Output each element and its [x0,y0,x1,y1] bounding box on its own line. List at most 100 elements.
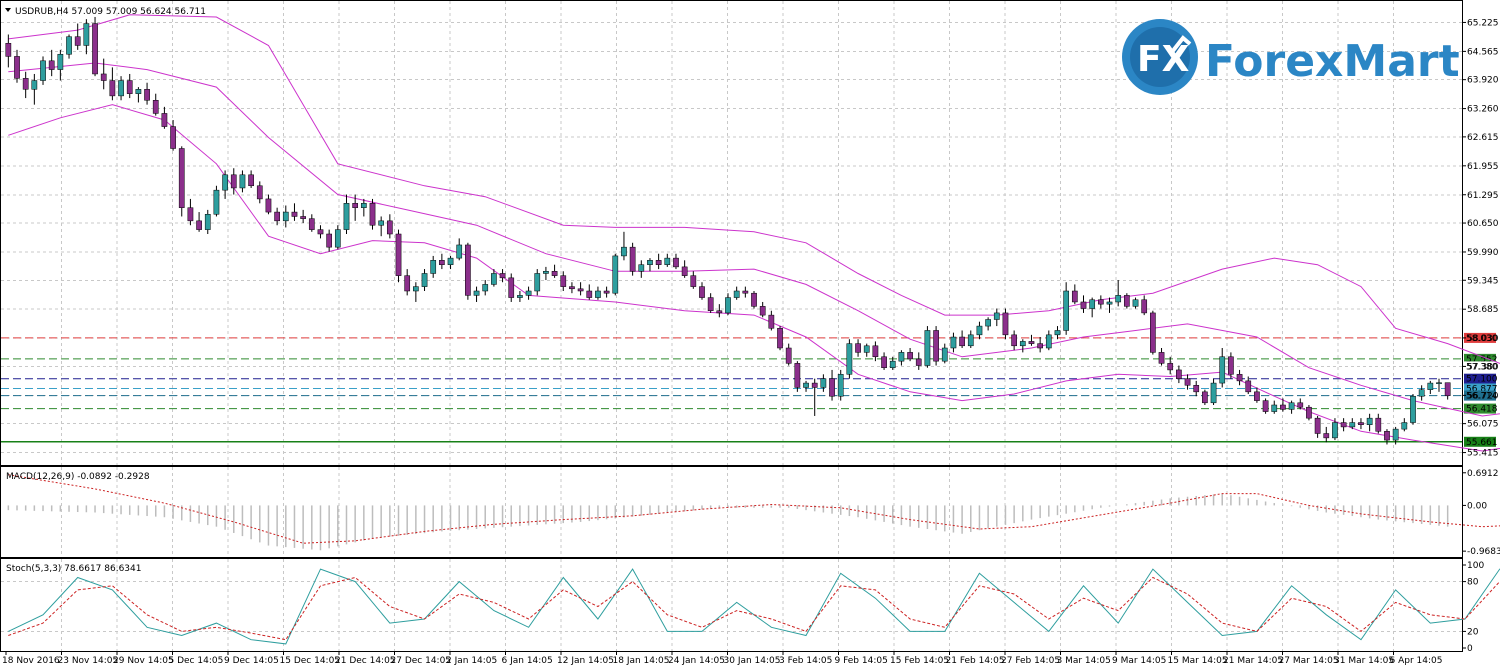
bollinger-lower-line [8,104,1500,452]
price-tick-label: 58.030 [1467,334,1499,344]
dropdown-triangle-icon[interactable] [5,8,11,12]
time-tick-label: 3 Mar 14:05 [1057,656,1111,666]
macd-label: MACD(12,26,9) -0.0892 -0.2928 [6,472,150,482]
candle-body [413,286,419,292]
candle-body [811,382,818,388]
candle-body [404,275,411,292]
candle-body [950,336,957,349]
candle-body [248,174,254,187]
candle-body [118,80,124,97]
time-tick-label: 21 Mar 14:05 [1223,656,1283,666]
candle-body [690,275,697,287]
candle-body [1123,295,1130,307]
bollinger-bands [8,14,1500,452]
candle-body [334,229,341,248]
candle-body [430,260,437,274]
stoch-tick-label: 100 [1467,561,1484,571]
candle-body [889,360,896,368]
candle-body [1184,378,1191,386]
candle-body [31,80,38,90]
candle-body [1080,301,1087,309]
candle-body [100,73,107,81]
time-tick-label: 30 Jan 14:05 [724,656,781,666]
candle-body [664,257,671,265]
candle-body [1228,356,1234,375]
time-tick-label: 3 Feb 14:05 [779,656,832,666]
candle-body [1427,382,1434,390]
candle-body [386,220,393,235]
time-tick-label: 5 Dec 14:05 [169,656,224,666]
candle-body [144,89,150,101]
candle-body [14,56,20,79]
candle-body [820,378,827,388]
time-tick-label: 9 Mar 14:05 [1112,656,1166,666]
candle-body [1167,363,1174,371]
candle-body [1297,402,1304,408]
level-price-tag [1464,373,1496,384]
time-tick-label: 27 Feb 14:05 [1001,656,1060,666]
time-tick-label: 18 Jan 14:05 [613,656,670,666]
candle-body [300,216,306,219]
macd-grid [61,467,1394,557]
candle-body [170,126,176,149]
candle-body [603,290,610,294]
candle-body [742,290,749,294]
candle-body [1418,389,1425,397]
candle-body [213,189,220,215]
candle-body [326,233,333,248]
candle-body [699,286,705,298]
macd-panel-frame [0,466,1463,558]
macd-indicator [7,474,1500,551]
candle-body [1176,369,1182,379]
time-tick-label: 15 Dec 14:05 [280,656,341,666]
candle-body [1245,380,1252,393]
stoch-signal-line [8,576,1500,641]
stoch-main-line [8,568,1500,645]
candle-body [265,198,272,213]
price-tick-label: 61.295 [1467,191,1499,201]
candle-body [1202,391,1208,404]
price-tick-label: 65.225 [1467,18,1499,28]
stoch-grid [61,559,1394,651]
candle-body [135,89,142,94]
time-tick-label: 15 Feb 14:05 [890,656,949,666]
candle-body [1375,417,1382,432]
price-tick-label: 59.345 [1467,276,1499,286]
candle-body [967,334,974,347]
candle-body [1340,422,1347,428]
candle-body [577,288,584,292]
candle-body [178,148,185,208]
candle-body [161,113,168,127]
candle-body [1063,290,1070,331]
time-tick-label: 9 Feb 14:05 [835,656,888,666]
level-price-label: 55.661 [1466,438,1498,448]
candle-body [1271,404,1278,412]
candle-body [924,330,931,366]
candle-body [872,345,879,358]
price-tick-label: 63.920 [1467,76,1499,86]
candle-body [1366,417,1373,425]
level-price-label: 58.030 [1466,334,1498,344]
candle-body [1045,334,1052,349]
candle-body [907,352,913,360]
candle-body [1002,312,1009,336]
candle-body [629,246,636,272]
level-price-tag [1464,383,1496,394]
candle-body [803,382,809,388]
stoch-label: Stoch(5,3,3) 78.6617 86.6341 [6,564,141,574]
candle-body [1384,431,1390,441]
macd-signal-line [8,474,1500,544]
candle-body [1210,382,1217,404]
forexmart-logo: FX ForexMart [1122,19,1460,95]
candle-body [837,374,844,397]
candle-body [196,220,202,230]
time-tick-label: 9 Dec 14:05 [224,656,279,666]
candle-body [291,211,298,217]
candle-body [22,78,29,90]
candle-body [1106,301,1113,305]
price-tick-label: 57.380 [1467,362,1499,372]
candle-body [1314,417,1321,434]
time-tick-label: 21 Dec 14:05 [335,656,396,666]
